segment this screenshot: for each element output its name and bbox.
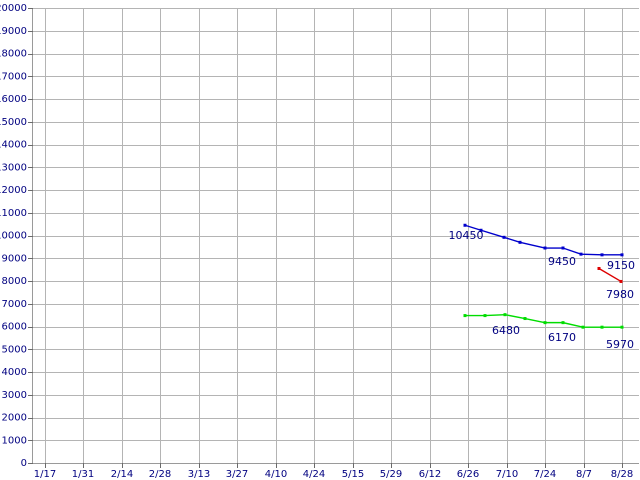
data-point-marker [503, 313, 507, 317]
x-axis-tick-label: 7/10 [496, 469, 518, 480]
data-point-label: 6480 [492, 324, 520, 337]
data-point-marker [619, 279, 623, 283]
y-axis-tick-label: 14000 [0, 140, 27, 151]
data-point-label: 6170 [548, 331, 576, 344]
y-axis-tick-label: 20000 [0, 3, 27, 14]
data-point-labels: 10450 9450 9150 7980 6480 6170 5970 [449, 229, 636, 351]
data-point-label: 7980 [606, 288, 634, 301]
x-axis-tick-label: 3/13 [188, 469, 210, 480]
data-point-marker [463, 314, 467, 318]
y-axis-tick-label: 16000 [0, 94, 27, 105]
data-point-marker [581, 325, 585, 329]
plot-axes [32, 8, 639, 464]
data-point-label: 5970 [606, 338, 634, 351]
y-axis-tick-label: 17000 [0, 71, 27, 82]
x-axis-tick-label: 4/10 [265, 469, 287, 480]
x-axis-tick-label: 7/24 [534, 469, 556, 480]
data-point-marker [479, 228, 483, 232]
y-axis-tick-label: 19000 [0, 26, 27, 37]
y-axis-tick-label: 0 [21, 458, 27, 469]
data-point-label: 9150 [607, 259, 635, 272]
y-axis-tick-label: 1000 [2, 435, 27, 446]
y-axis-tick-label: 5000 [2, 344, 27, 355]
y-axis-tick-label: 7000 [2, 299, 27, 310]
x-axis-labels: 1/17 1/31 2/14 2/28 3/13 3/27 4/10 4/24 5/15 5/29… [34, 469, 633, 480]
y-axis-tick-label: 18000 [0, 49, 27, 60]
data-point-label: 9450 [548, 255, 576, 268]
data-point-marker [579, 252, 583, 256]
x-axis-tick-label: 2/28 [149, 469, 171, 480]
x-axis-tick-label: 1/17 [34, 469, 56, 480]
y-axis-tick-label: 2000 [2, 413, 27, 424]
data-point-marker [597, 266, 601, 270]
data-point-marker [483, 314, 487, 318]
x-axis-tick-label: 5/15 [342, 469, 364, 480]
x-axis-tick-label: 5/29 [380, 469, 402, 480]
data-point-marker [463, 223, 467, 227]
y-axis-tick-label: 11000 [0, 208, 27, 219]
data-point-marker [561, 246, 565, 250]
x-axis-tick-label: 4/24 [303, 469, 325, 480]
y-axis-tick-label: 15000 [0, 117, 27, 128]
series-line-red-series [598, 267, 622, 283]
data-point-marker [502, 235, 506, 239]
y-axis-tick-label: 4000 [2, 367, 27, 378]
data-point-marker [543, 321, 547, 325]
data-point-marker [620, 253, 624, 257]
series-markers [463, 223, 624, 329]
data-point-marker [561, 321, 565, 325]
x-axis-tick-label: 1/31 [72, 469, 94, 480]
x-tick-marks [45, 463, 623, 468]
series-lines [464, 224, 622, 328]
data-point-label: 10450 [449, 229, 484, 242]
data-point-marker [523, 317, 527, 321]
y-axis-tick-label: 12000 [0, 185, 27, 196]
data-point-marker [518, 240, 522, 244]
y-axis-tick-label: 8000 [2, 276, 27, 287]
y-axis-tick-label: 6000 [2, 322, 27, 333]
x-axis-tick-label: 8/28 [611, 469, 633, 480]
x-axis-tick-label: 2/14 [111, 469, 133, 480]
data-point-marker [620, 325, 624, 329]
series-line-blue-series [464, 224, 622, 256]
x-axis-tick-label: 6/12 [419, 469, 441, 480]
y-axis-tick-label: 9000 [2, 253, 27, 264]
x-axis-tick-label: 3/27 [226, 469, 248, 480]
data-point-marker [600, 325, 604, 329]
vertical-gridlines [45, 8, 623, 463]
data-point-marker [543, 246, 547, 250]
y-axis-tick-label: 10000 [0, 231, 27, 242]
y-axis-tick-label: 13000 [0, 162, 27, 173]
x-axis-tick-label: 8/7 [576, 469, 592, 480]
y-axis-labels: 0 1000 2000 3000 4000 5000 6000 7000 8000 9000 100… [0, 3, 27, 469]
y-axis-tick-label: 3000 [2, 390, 27, 401]
y-tick-marks [28, 8, 33, 464]
x-axis-tick-label: 6/26 [457, 469, 479, 480]
horizontal-gridlines [33, 8, 639, 441]
series-line-green-series [465, 313, 622, 328]
data-point-marker [600, 253, 604, 257]
